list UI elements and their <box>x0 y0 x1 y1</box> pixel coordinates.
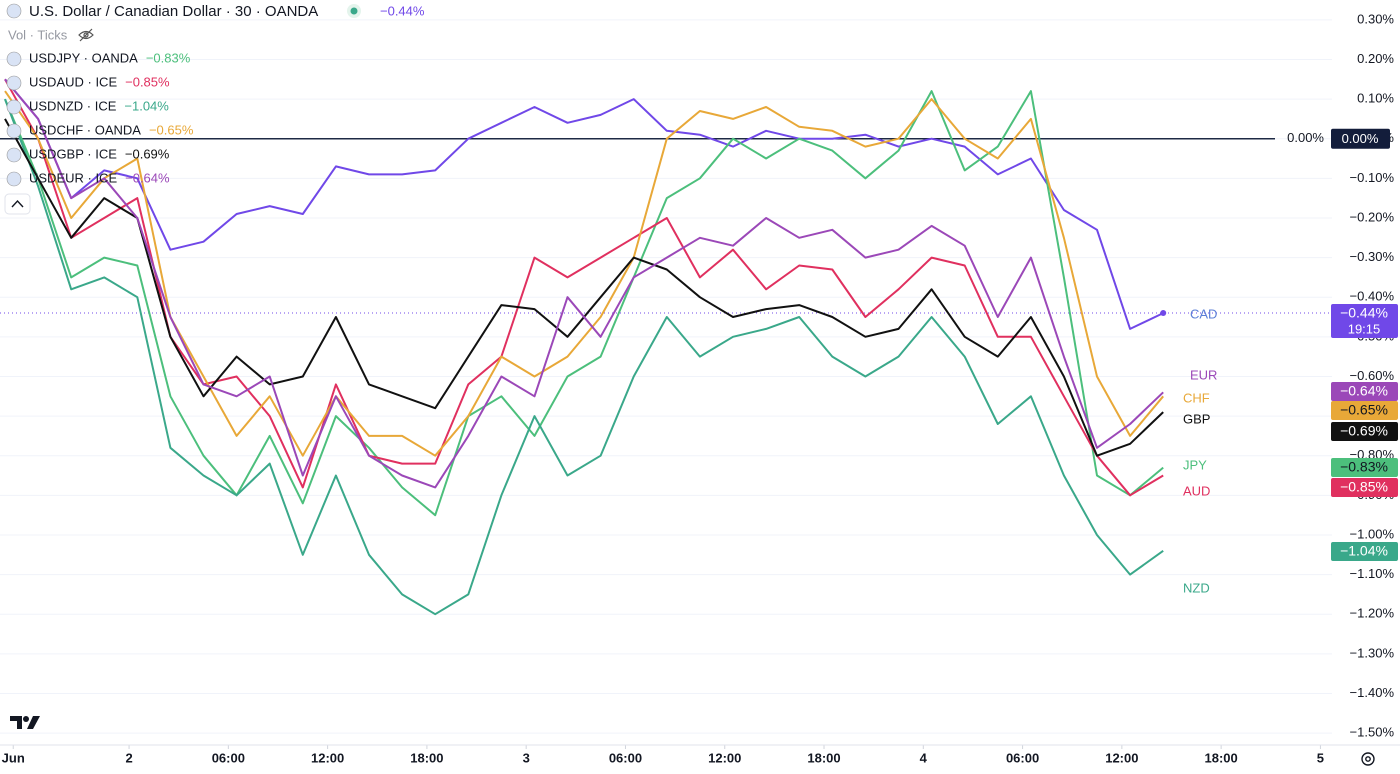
countdown: 19:15 <box>1348 321 1381 336</box>
settings-icon[interactable] <box>1361 752 1375 766</box>
x-tick-label: 12:00 <box>1105 750 1138 765</box>
tv-logo <box>10 716 40 729</box>
legend-change: −0.83% <box>146 50 191 65</box>
y-tick-label: 0.30% <box>1357 11 1394 26</box>
baseline-label: 0.00% <box>1287 130 1324 145</box>
x-tick-label: 3 <box>523 750 530 765</box>
price-badge-label: −1.04% <box>1340 543 1388 559</box>
legend-change: −0.69% <box>125 146 170 161</box>
legend-flag <box>6 171 22 187</box>
series-line <box>4 78 1164 330</box>
legend-flag <box>6 147 22 163</box>
legend-change: −0.64% <box>125 170 170 185</box>
price-badge-label: −0.83% <box>1340 459 1388 475</box>
y-tick-label: −1.50% <box>1350 725 1395 740</box>
series-line <box>4 78 1164 497</box>
y-tick-label: −0.10% <box>1350 170 1395 185</box>
end-label: CHF <box>1183 390 1210 405</box>
x-tick-label: 06:00 <box>609 750 642 765</box>
series-line <box>4 90 1164 457</box>
end-label: CAD <box>1190 306 1217 321</box>
y-tick-label: −0.40% <box>1350 289 1395 304</box>
indicator-label[interactable]: Vol · Ticks <box>8 27 68 42</box>
price-badge <box>1331 401 1398 420</box>
x-tick-label: 12:00 <box>708 750 741 765</box>
price-badge-label: −0.69% <box>1340 423 1388 439</box>
legend-flag <box>6 99 22 115</box>
baseline-badge <box>1331 128 1390 149</box>
legend-change: −0.65% <box>149 122 194 137</box>
x-tick-label: 18:00 <box>807 750 840 765</box>
last-point <box>1160 310 1167 317</box>
lines <box>0 78 1332 616</box>
price-badge <box>1331 478 1398 497</box>
overlay: U.S. Dollar / Canadian Dollar · 30 · OAN… <box>4 3 1398 766</box>
chart-title: U.S. Dollar / Canadian Dollar · 30 · OAN… <box>29 3 318 20</box>
legend-flag <box>6 123 22 139</box>
y-tick-label: −1.20% <box>1350 606 1395 621</box>
price-badge-label: −0.85% <box>1340 479 1388 495</box>
x-tick-label: 06:00 <box>1006 750 1039 765</box>
y-tick-label: −0.20% <box>1350 209 1395 224</box>
price-badge <box>1331 542 1398 561</box>
y-tick-label: 0.10% <box>1357 91 1394 106</box>
y-tick-label: −0.60% <box>1350 368 1395 383</box>
legend-name: USDCHF · OANDA <box>29 122 141 137</box>
price-badge <box>1331 304 1398 338</box>
end-label: NZD <box>1183 580 1210 595</box>
legend-change: −0.85% <box>125 74 170 89</box>
legend-name: USDNZD · ICE <box>29 98 117 113</box>
price-badge-label: −0.65% <box>1340 402 1388 418</box>
legend-change: −1.04% <box>124 98 169 113</box>
flag-icon <box>6 3 22 19</box>
price-badge-label: −0.64% <box>1340 383 1388 399</box>
price-badge <box>1331 458 1398 477</box>
price-badge-label: −0.44% <box>1340 305 1388 321</box>
end-label: EUR <box>1190 367 1217 382</box>
x-tick-label: 18:00 <box>410 750 443 765</box>
y-tick-label: −1.30% <box>1350 645 1395 660</box>
y-tick-label: −0.30% <box>1350 249 1395 264</box>
price-badge <box>1331 382 1398 401</box>
legend-flag <box>6 75 22 91</box>
legend-name: USDAUD · ICE <box>29 74 117 89</box>
end-label: AUD <box>1183 483 1210 498</box>
series-line <box>4 90 1164 517</box>
status-dot <box>350 7 358 15</box>
y-tick-label: −1.40% <box>1350 685 1395 700</box>
legend-name: USDGBP · ICE <box>29 146 117 161</box>
baseline-badge-label: 0.00% <box>1342 131 1379 146</box>
series-line <box>4 98 1164 616</box>
eye-off-icon[interactable] <box>78 28 94 42</box>
x-tick-label: 5 <box>1317 750 1324 765</box>
y-tick-label: 0.20% <box>1357 51 1394 66</box>
series-line <box>4 78 1164 489</box>
price-badge <box>1331 422 1398 441</box>
x-tick-label: 4 <box>920 750 928 765</box>
legend-name: USDEUR · ICE <box>29 170 117 185</box>
legend-flag <box>6 51 22 67</box>
main-change: −0.44% <box>380 3 425 18</box>
x-tick-label: 12:00 <box>311 750 344 765</box>
y-tick-label: −1.00% <box>1350 526 1395 541</box>
x-tick-label: 2 <box>125 750 132 765</box>
y-tick-label: −1.10% <box>1350 566 1395 581</box>
end-label: GBP <box>1183 411 1210 426</box>
x-tick-label: 18:00 <box>1205 750 1238 765</box>
x-tick-label: 06:00 <box>212 750 245 765</box>
x-tick-label: Jun <box>2 750 25 765</box>
legend-name: USDJPY · OANDA <box>29 50 138 65</box>
collapse-button[interactable] <box>4 193 31 215</box>
end-label: JPY <box>1183 457 1207 472</box>
